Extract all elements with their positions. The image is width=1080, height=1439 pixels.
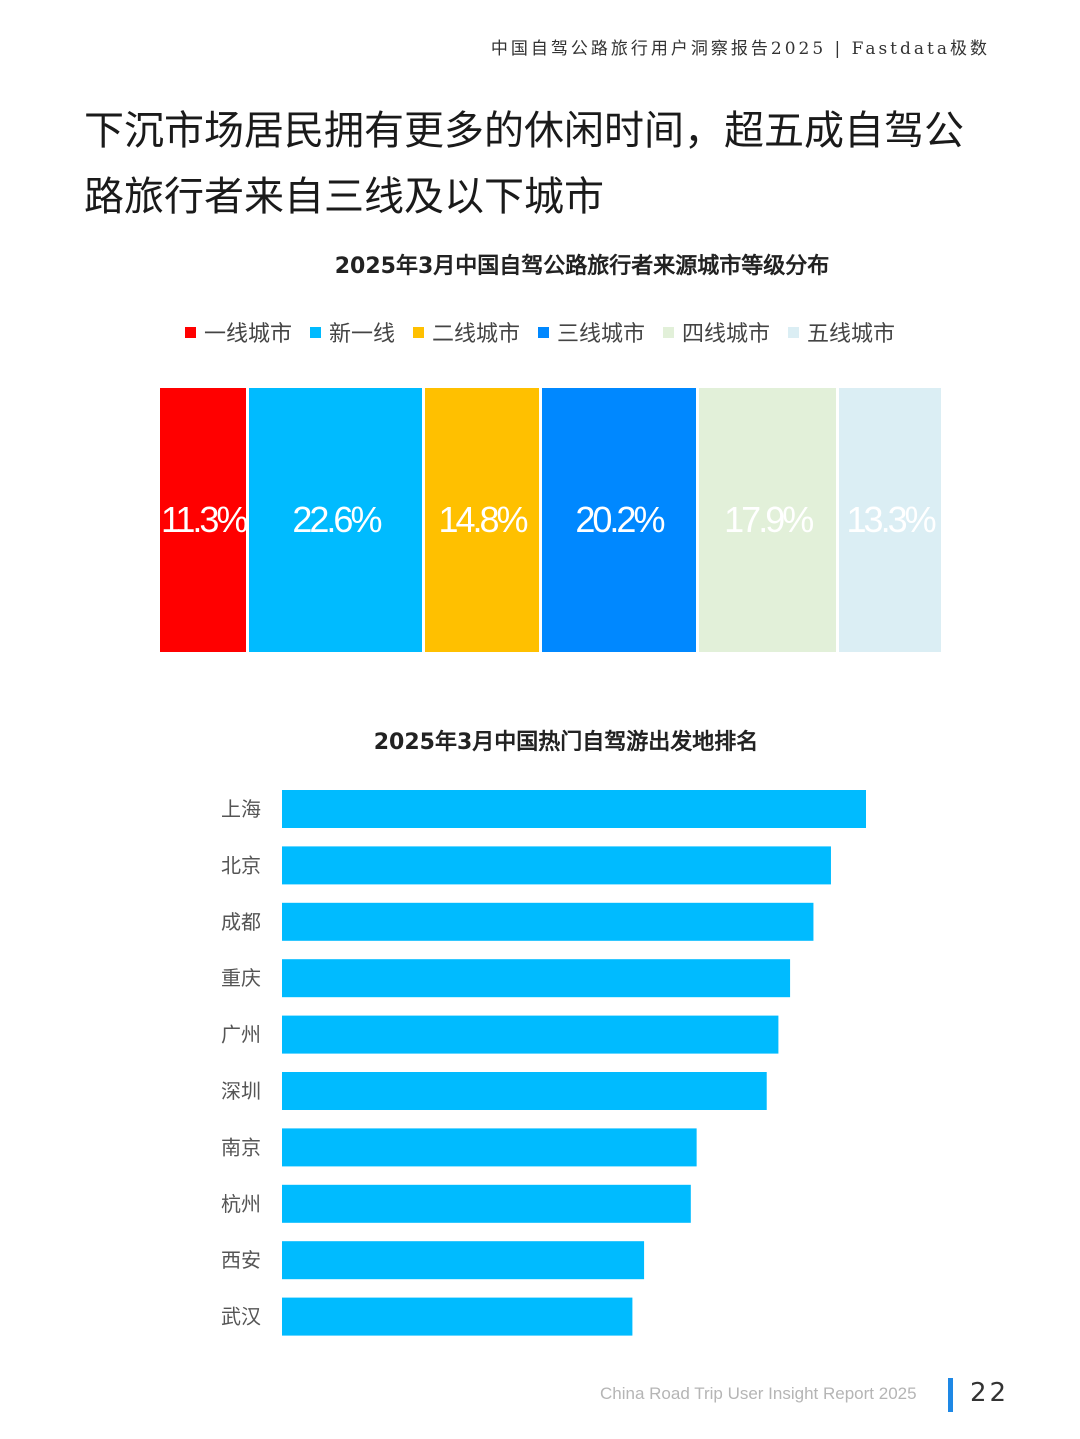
legend-item: 一线城市 <box>184 316 292 348</box>
legend-item: 二线城市 <box>412 316 520 348</box>
legend-swatch <box>663 326 675 338</box>
page-number-bar <box>948 1378 953 1412</box>
stack-segment: 11.3% <box>160 388 248 652</box>
rank-bar <box>282 790 866 828</box>
legend-label: 三线城市 <box>557 322 646 347</box>
headline-line-1: 下沉市场居民拥有更多的休闲时间，超五成自驾公 <box>84 108 964 154</box>
category-label: 西安 <box>221 1248 261 1272</box>
page-number: 22 <box>970 1378 1010 1408</box>
rank-bar <box>282 1241 645 1280</box>
stack-segment: 17.9% <box>699 388 837 652</box>
category-label: 杭州 <box>221 1192 261 1216</box>
legend-swatch <box>788 326 800 338</box>
legend-swatch <box>309 326 321 338</box>
segment-value-label: 11.3% <box>161 499 248 540</box>
legend-swatch <box>184 326 196 338</box>
segment-value-label: 17.9% <box>724 499 814 540</box>
report-header: 中国自驾公路旅行用户洞察报告2025 | Fastdata极数 <box>490 39 990 59</box>
legend-label: 五线城市 <box>807 322 896 347</box>
category-label: 重庆 <box>221 966 261 990</box>
chart1-legend: 一线城市 新一线 二线城市 三线城市 四线城市 五线城市 <box>0 316 1080 348</box>
stack-segment: 20.2% <box>541 388 697 652</box>
stack-segment: 14.8% <box>425 388 539 652</box>
footer-subtitle: China Road Trip User Insight Report 2025 <box>600 1384 917 1403</box>
category-label: 广州 <box>221 1023 261 1047</box>
rank-bar <box>282 1184 691 1223</box>
legend-label: 二线城市 <box>431 322 520 347</box>
segment-value-label: 13.3% <box>846 499 937 540</box>
rank-bar <box>282 846 831 885</box>
rank-bar <box>282 902 814 941</box>
legend-item: 四线城市 <box>663 316 770 348</box>
rank-bar <box>282 1297 633 1336</box>
chart1-stacked-bar: 11.3% 22.6% 14.8% 20.2% 17.9% 13.3% <box>160 388 941 652</box>
legend-label: 一线城市 <box>203 322 292 347</box>
chart1-title: 2025年3月中国自驾公路旅行者来源城市等级分布 <box>334 254 830 279</box>
legend-swatch <box>538 326 549 338</box>
category-label: 深圳 <box>221 1079 261 1103</box>
rank-bar <box>282 1015 779 1054</box>
legend-item: 三线城市 <box>538 316 645 348</box>
category-label: 上海 <box>221 797 261 821</box>
legend-item: 五线城市 <box>788 316 895 348</box>
segment-value-label: 22.6% <box>292 499 382 540</box>
rank-bar <box>282 1128 697 1167</box>
chart2-title: 2025年3月中国热门自驾游出发地排名 <box>373 730 759 755</box>
page-headline: 下沉市场居民拥有更多的休闲时间，超五成自驾公 路旅行者来自三线及以下城市 <box>84 98 1004 230</box>
rank-bar <box>282 959 791 998</box>
segment-value-label: 20.2% <box>575 499 665 540</box>
legend-label: 四线城市 <box>682 322 771 347</box>
segment-value-label: 14.8% <box>438 499 528 540</box>
category-label: 南京 <box>221 1135 261 1159</box>
legend-swatch <box>412 326 424 338</box>
stack-segment: 22.6% <box>249 388 423 652</box>
legend-item: 新一线 <box>309 316 395 348</box>
category-label: 武汉 <box>221 1305 261 1329</box>
category-label: 成都 <box>221 910 261 934</box>
headline-line-2: 路旅行者来自三线及以下城市 <box>84 174 604 220</box>
legend-label: 新一线 <box>328 322 395 347</box>
rank-bar <box>282 1072 767 1110</box>
category-label: 北京 <box>221 853 261 877</box>
stack-segment: 13.3% <box>839 388 941 652</box>
